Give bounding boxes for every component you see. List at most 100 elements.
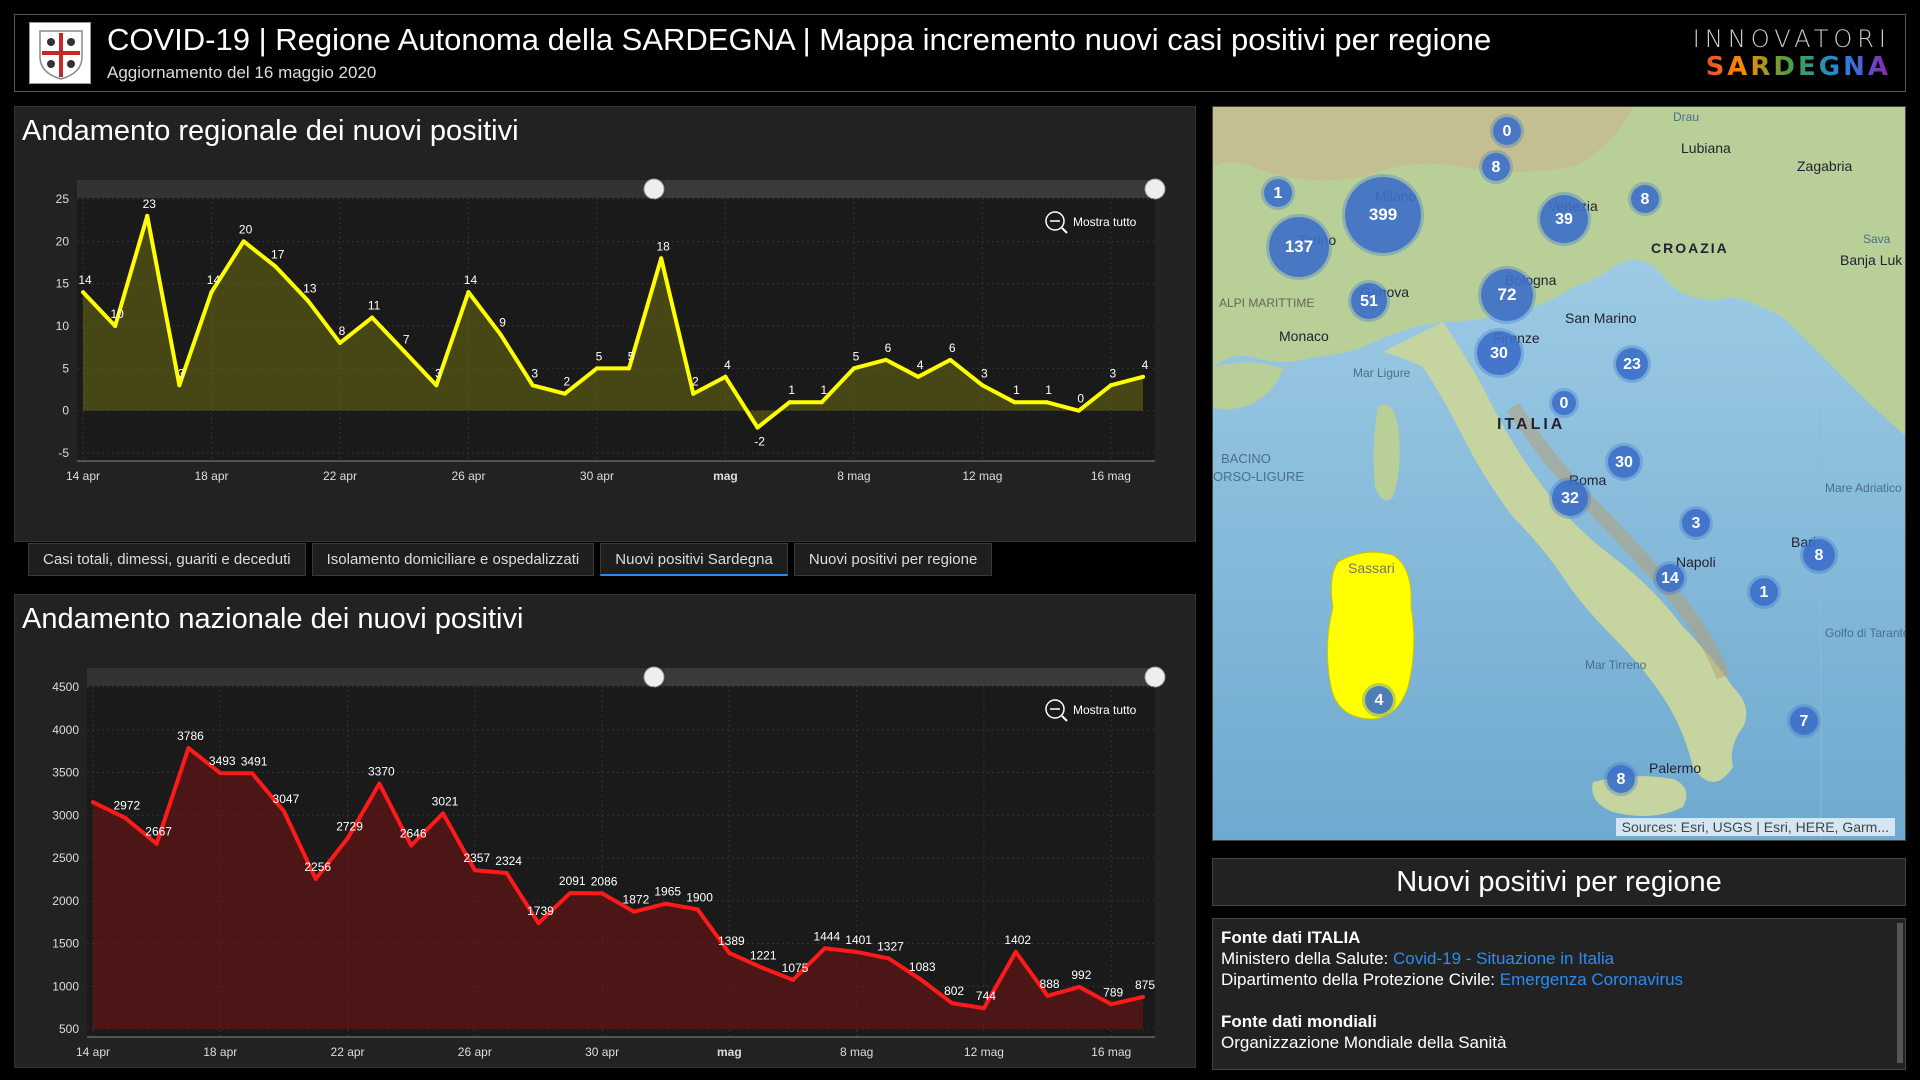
cluster-count: 1	[1760, 584, 1769, 601]
y-tick-label: -5	[58, 446, 69, 460]
national-chart[interactable]: Mostra tutto 500 1000 1500 2000 2500 3000 3500 4…	[15, 595, 1197, 1069]
ministry-link[interactable]: Covid-19 - Situazione in Italia	[1392, 949, 1615, 968]
y-tick-label: 4000	[52, 723, 79, 737]
show-all-zoom-button[interactable]: Mostra tutto	[1045, 699, 1137, 722]
region-cluster-marker[interactable]: 8	[1800, 536, 1838, 574]
data-point	[1077, 984, 1082, 989]
tab-nuovi-positivi-regione[interactable]: Nuovi positivi per regione	[793, 543, 993, 576]
data-label: 3	[981, 366, 988, 380]
data-point	[791, 977, 795, 982]
data-label: 0	[1077, 392, 1084, 406]
region-cluster-marker[interactable]: 3	[1679, 506, 1713, 540]
data-label: 2729	[336, 819, 363, 833]
data-point	[727, 950, 732, 955]
cluster-circle	[1631, 185, 1659, 213]
civil-protection-link[interactable]: Emergenza Coronavirus	[1499, 970, 1684, 989]
data-point	[81, 290, 85, 295]
region-cluster-marker[interactable]: 14	[1653, 561, 1687, 595]
show-all-zoom-button[interactable]: Mostra tutto	[1045, 211, 1137, 234]
range-slider-right-handle[interactable]	[1144, 666, 1166, 688]
zoom-out-icon	[1045, 699, 1065, 719]
x-tick-label: 12 mag	[962, 469, 1002, 483]
range-slider-left-handle[interactable]	[643, 178, 665, 200]
tab-nuovi-positivi-sardegna[interactable]: Nuovi positivi Sardegna	[600, 543, 788, 576]
data-label: 3370	[368, 765, 395, 779]
italy-map[interactable]: Milano Torino Genova Monaco Venezia Bolo…	[1212, 106, 1906, 841]
data-label: 2324	[495, 854, 522, 868]
region-cluster-marker[interactable]: 0	[1490, 114, 1524, 148]
zoom-out-icon-handle	[1061, 715, 1068, 722]
cluster-count: 8	[1641, 191, 1650, 208]
x-tick-label: 22 apr	[331, 1045, 365, 1059]
data-label: 2	[563, 375, 570, 389]
region-cluster-marker[interactable]: 0	[1549, 388, 1579, 418]
data-label: 2256	[304, 860, 331, 874]
tab-casi-totali[interactable]: Casi totali, dimessi, guariti e deceduti	[28, 543, 306, 576]
region-cluster-marker[interactable]: 4	[1362, 683, 1396, 717]
region-cluster-marker[interactable]: 23	[1613, 345, 1651, 383]
map-label-mar-ligure: Mar Ligure	[1353, 366, 1411, 380]
region-cluster-marker[interactable]: 399	[1342, 174, 1424, 256]
sources-scrollbar[interactable]	[1897, 923, 1903, 1063]
cluster-count: 0	[1560, 395, 1569, 412]
range-slider-right-handle[interactable]	[1144, 178, 1166, 200]
region-cluster-marker[interactable]: 8	[1604, 762, 1638, 796]
tab-isolamento[interactable]: Isolamento domiciliare e ospedalizzati	[311, 543, 595, 576]
cluster-circle	[1351, 283, 1387, 319]
y-tick-label: 2000	[52, 894, 79, 908]
region-cluster-marker[interactable]: 137	[1266, 214, 1332, 280]
region-cluster-marker[interactable]: 30	[1605, 443, 1643, 481]
data-point	[498, 332, 503, 337]
national-chart-title: Andamento nazionale dei nuovi positivi	[22, 603, 524, 635]
data-point	[122, 815, 127, 820]
data-label: 11	[368, 299, 381, 313]
data-label: 8	[339, 324, 346, 338]
data-label: 3493	[209, 754, 236, 768]
region-cluster-marker[interactable]: 72	[1478, 266, 1536, 324]
range-slider-left-handle[interactable]	[643, 666, 665, 688]
data-point	[663, 901, 668, 906]
show-all-label: Mostra tutto	[1073, 215, 1137, 229]
region-cluster-marker[interactable]: 51	[1348, 280, 1390, 322]
region-cluster-marker[interactable]: 32	[1549, 477, 1591, 519]
data-point	[1076, 408, 1081, 413]
data-point	[472, 868, 477, 873]
data-label: 17	[271, 248, 285, 262]
data-point	[822, 946, 827, 951]
cluster-circle	[1552, 480, 1588, 516]
data-point	[154, 841, 159, 846]
region-cluster-marker[interactable]: 8	[1628, 182, 1662, 216]
region-cluster-marker[interactable]: 1	[1747, 575, 1781, 609]
data-point	[884, 357, 889, 362]
cluster-circle	[1540, 195, 1588, 243]
region-cluster-marker[interactable]: 7	[1787, 704, 1821, 738]
cluster-count: 14	[1661, 570, 1679, 587]
y-tick-label: 2500	[52, 851, 79, 865]
data-point	[568, 890, 573, 895]
y-tick-label: 3500	[52, 766, 79, 780]
series-line	[81, 213, 1144, 430]
data-point	[530, 383, 535, 388]
x-tick-label: 30 apr	[580, 469, 614, 483]
data-point	[1045, 993, 1050, 998]
region-logo	[29, 22, 91, 84]
data-label: 1075	[782, 961, 809, 975]
region-cluster-marker[interactable]: 39	[1537, 192, 1591, 246]
data-point	[851, 366, 856, 371]
data-sources-panel: Fonte dati ITALIA Ministero della Salute…	[1212, 918, 1906, 1070]
data-label: 1402	[1004, 933, 1031, 947]
x-tick-label: 30 apr	[585, 1045, 619, 1059]
cluster-count: 399	[1369, 205, 1397, 224]
map-label-monaco: Monaco	[1279, 328, 1329, 344]
world-source-heading: Fonte dati mondiali	[1221, 1012, 1377, 1031]
data-point	[1044, 400, 1049, 405]
data-label: 1389	[718, 934, 745, 948]
data-point	[113, 324, 118, 328]
data-point	[759, 965, 764, 970]
region-cluster-marker[interactable]: 1	[1261, 176, 1295, 210]
map-label-mare-adriatico: Mare Adriatico	[1825, 481, 1902, 495]
region-cluster-marker[interactable]: 8	[1479, 150, 1513, 184]
region-cluster-marker[interactable]: 30	[1474, 328, 1524, 378]
data-point	[1012, 400, 1017, 405]
